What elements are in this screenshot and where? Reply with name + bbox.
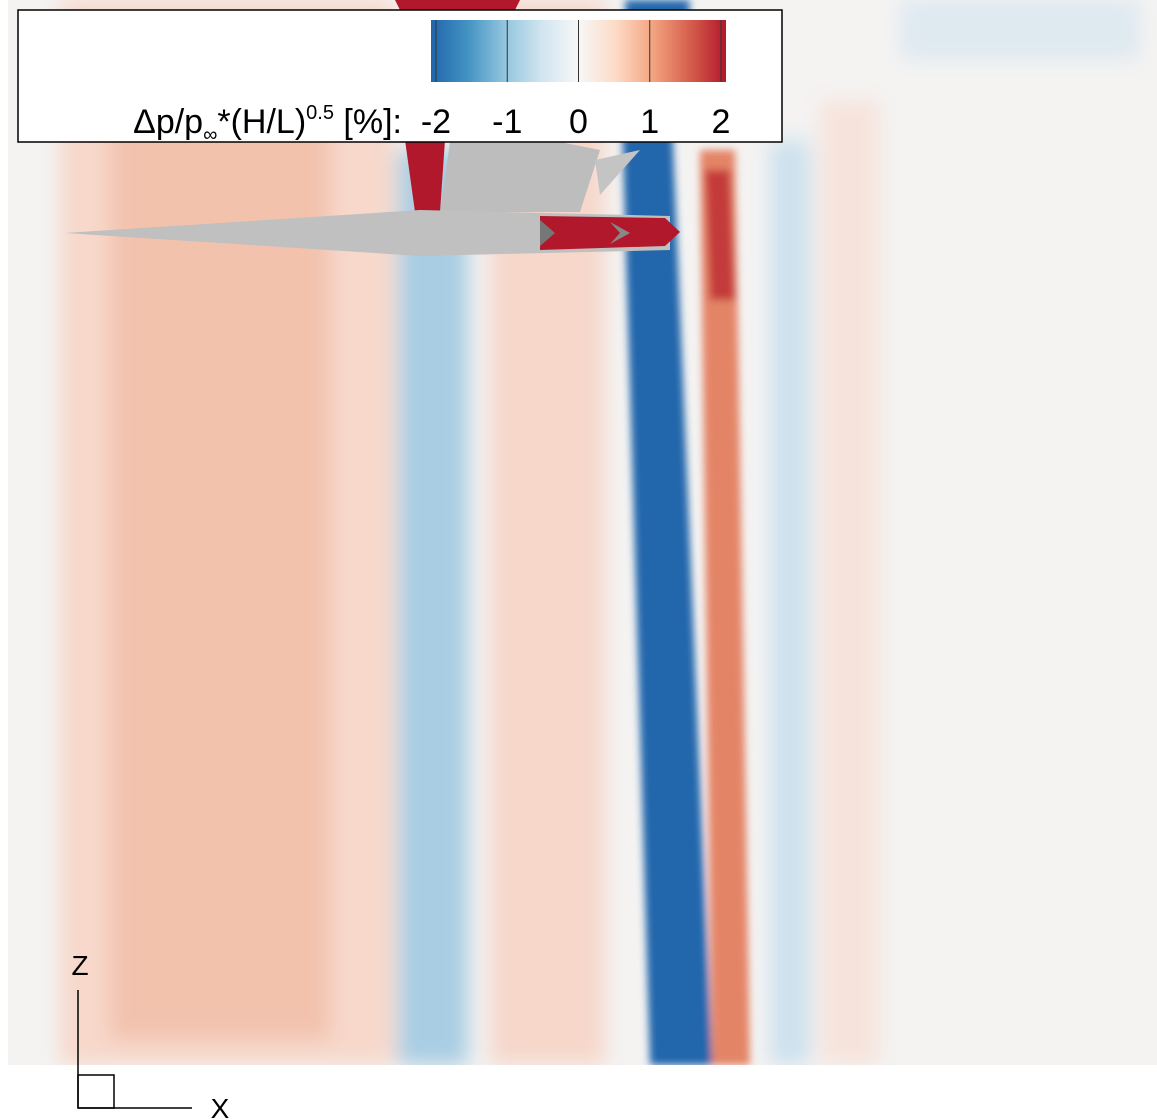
colorbar-tick-label: 2 — [712, 103, 731, 141]
figure: Δp/p∞*(H/L)0.5 [%]: -2 -1 0 1 2 Z X — [0, 0, 1157, 1120]
colorbar-label: Δp/p∞*(H/L)0.5 [%]: — [133, 102, 402, 146]
axis-label: X — [211, 1093, 230, 1120]
legend: Δp/p∞*(H/L)0.5 [%]: -2 -1 0 1 2 — [18, 10, 782, 146]
axis-label: Z — [71, 950, 88, 981]
colorbar-tick-label: 1 — [640, 103, 659, 141]
label-part: ∞ — [203, 124, 217, 146]
colorbar-tick-label: 0 — [569, 103, 588, 141]
label-part: *(H/L) — [217, 103, 306, 141]
colorbar-tick-label: -1 — [492, 103, 522, 141]
colorbar-tick-label: -2 — [421, 103, 451, 141]
label-part: Δp/p — [133, 103, 203, 141]
label-part: [%]: — [334, 103, 402, 141]
label-part: 0.5 — [306, 102, 334, 124]
page: Δp/p∞*(H/L)0.5 [%]: -2-1012 Z X (() => {… — [0, 0, 1157, 1120]
